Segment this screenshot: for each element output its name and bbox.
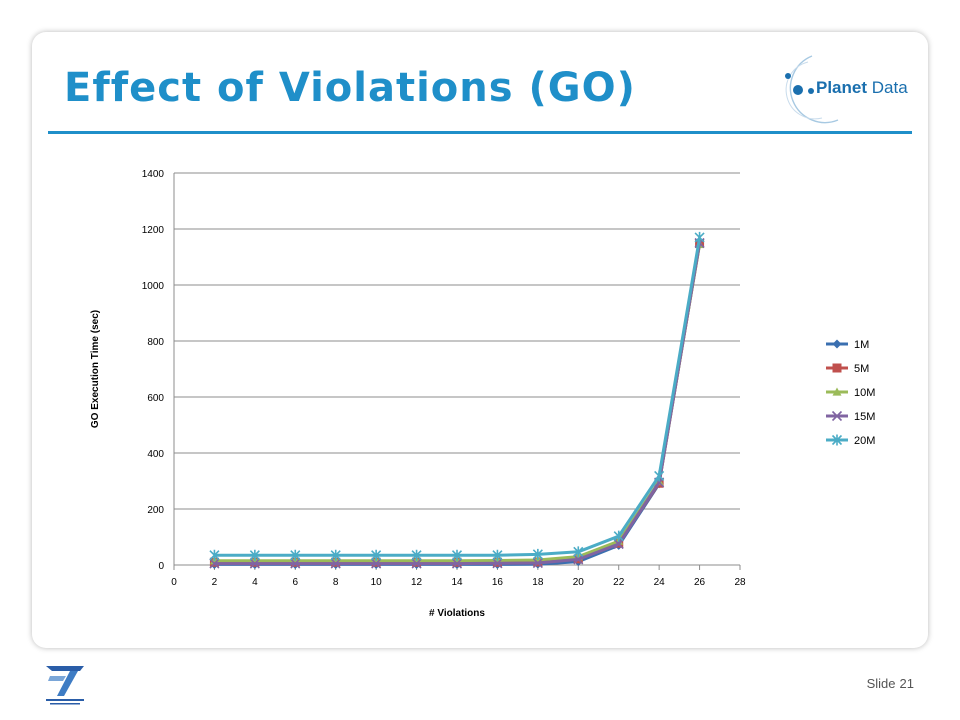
slide-card bbox=[32, 32, 928, 648]
y-tick-label-400: 400 bbox=[147, 449, 164, 460]
planet-data-logo-text: Planet Data bbox=[816, 78, 908, 97]
data-point-20M-26 bbox=[694, 231, 705, 243]
x-tick-label-4: 4 bbox=[252, 577, 258, 588]
x-tick-label-14: 14 bbox=[451, 577, 463, 588]
data-point-20M-14 bbox=[451, 549, 463, 561]
data-point-20M-10 bbox=[371, 549, 382, 561]
legend-marker-15M bbox=[831, 410, 843, 422]
legend-label-20M: 20M bbox=[854, 435, 875, 447]
legend-label-1M: 1M bbox=[854, 339, 869, 351]
data-point-15M-2 bbox=[209, 558, 220, 569]
fp7-logo bbox=[40, 662, 90, 706]
y-tick-label-600: 600 bbox=[147, 393, 164, 404]
data-point-20M-4 bbox=[249, 549, 260, 561]
legend-label-10M: 10M bbox=[854, 387, 875, 399]
data-point-20M-24 bbox=[654, 470, 665, 482]
slide-label: Slide bbox=[866, 676, 896, 691]
y-tick-label-0: 0 bbox=[158, 561, 164, 572]
series-line-5M bbox=[214, 243, 702, 564]
x-axis-title: # Violations bbox=[429, 608, 485, 619]
y-tick-label-800: 800 bbox=[147, 337, 164, 348]
x-tick-label-26: 26 bbox=[694, 577, 706, 588]
data-point-15M-22 bbox=[613, 538, 624, 550]
slide-number: Slide 21 bbox=[863, 676, 914, 691]
y-tick-label-1400: 1400 bbox=[142, 169, 165, 180]
data-point-15M-8 bbox=[330, 558, 341, 569]
data-point-15M-10 bbox=[371, 558, 382, 569]
x-tick-label-28: 28 bbox=[734, 577, 746, 588]
data-point-20M-8 bbox=[330, 549, 341, 561]
y-tick-label-1000: 1000 bbox=[142, 281, 165, 292]
fp7-logo-graphic bbox=[46, 666, 84, 705]
data-point-20M-6 bbox=[290, 549, 301, 561]
x-tick-label-18: 18 bbox=[532, 577, 544, 588]
data-point-20M-16 bbox=[492, 549, 503, 561]
y-tick-label-1200: 1200 bbox=[142, 225, 165, 236]
data-point-15M-18 bbox=[532, 557, 543, 569]
data-point-20M-12 bbox=[411, 549, 422, 561]
planet-data-logo: Planet Data bbox=[778, 48, 918, 128]
legend-label-5M: 5M bbox=[854, 363, 869, 375]
data-point-15M-14 bbox=[451, 558, 463, 569]
data-point-20M-22 bbox=[613, 530, 624, 542]
legend-marker-20M bbox=[831, 434, 843, 446]
x-tick-label-12: 12 bbox=[411, 577, 423, 588]
x-tick-label-0: 0 bbox=[171, 577, 177, 588]
planet-data-logo-graphic bbox=[785, 55, 839, 124]
data-point-15M-16 bbox=[492, 558, 503, 569]
x-tick-label-10: 10 bbox=[371, 577, 383, 588]
legend-marker-1M bbox=[832, 339, 842, 349]
data-point-15M-4 bbox=[249, 558, 260, 569]
legend-marker-5M bbox=[832, 363, 842, 373]
legend-label-15M: 15M bbox=[854, 411, 875, 423]
slide-number-value: 21 bbox=[899, 676, 914, 691]
legend-marker-10M bbox=[832, 387, 842, 396]
y-axis-title: GO Execution Time (sec) bbox=[90, 310, 101, 428]
data-point-20M-20 bbox=[573, 546, 584, 558]
data-point-15M-6 bbox=[290, 558, 301, 569]
series-line-1M bbox=[214, 242, 702, 566]
x-tick-label-8: 8 bbox=[333, 577, 339, 588]
data-point-15M-12 bbox=[411, 558, 422, 569]
data-point-15M-20 bbox=[573, 554, 584, 565]
title-underline bbox=[48, 131, 912, 134]
x-tick-label-6: 6 bbox=[293, 577, 299, 588]
data-point-20M-2 bbox=[209, 549, 220, 561]
x-tick-label-2: 2 bbox=[212, 577, 218, 588]
y-tick-label-200: 200 bbox=[147, 505, 164, 516]
x-tick-label-22: 22 bbox=[613, 577, 625, 588]
x-tick-label-20: 20 bbox=[573, 577, 585, 588]
series-line-10M bbox=[214, 244, 702, 563]
data-point-20M-18 bbox=[532, 548, 543, 560]
series-line-15M bbox=[214, 242, 702, 566]
x-tick-label-16: 16 bbox=[492, 577, 504, 588]
x-tick-label-24: 24 bbox=[654, 577, 666, 588]
slide-title: Effect of Violations (GO) bbox=[64, 65, 636, 111]
